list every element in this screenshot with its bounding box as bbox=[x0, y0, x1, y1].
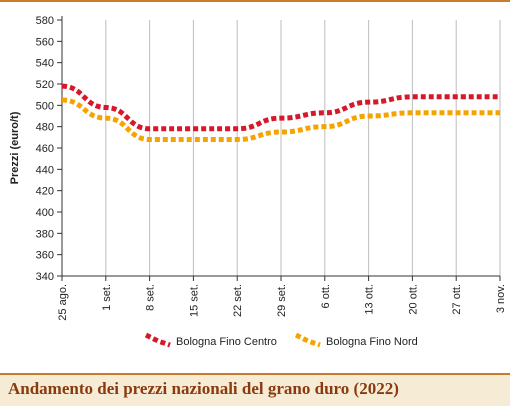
y-tick-label: 560 bbox=[36, 36, 54, 48]
x-tick-label: 29 set. bbox=[276, 284, 288, 317]
y-tick-label: 400 bbox=[36, 207, 54, 219]
y-tick-label: 500 bbox=[36, 100, 54, 112]
series-line-1 bbox=[61, 83, 500, 132]
x-tick-label: 20 ott. bbox=[407, 284, 419, 315]
y-tick-labels: 340 360 380 400 420 440 460 480 500 520 540 560 580 bbox=[36, 15, 54, 283]
x-tick-label: 1 set. bbox=[101, 284, 113, 311]
y-tick-label: 540 bbox=[36, 58, 54, 70]
y-tick-label: 520 bbox=[36, 79, 54, 91]
series-lines bbox=[61, 83, 500, 142]
x-tick-label: 13 ott. bbox=[364, 284, 376, 315]
y-tick-label: 480 bbox=[36, 122, 54, 134]
legend: Bologna Fino Centro Bologna Fino Nord bbox=[144, 332, 418, 348]
y-tick-label: 440 bbox=[36, 164, 54, 176]
legend-swatch-1 bbox=[144, 332, 171, 348]
line-chart: 340360380400420440460480500520540560580 … bbox=[0, 0, 510, 348]
x-tick-label: 8 set. bbox=[145, 284, 157, 311]
legend-label-2: Bologna Fino Nord bbox=[326, 336, 418, 348]
title-bar: Andamento dei prezzi nazionali del grano… bbox=[0, 373, 510, 406]
series-line-2 bbox=[61, 97, 500, 142]
x-tick-label: 3 nov. bbox=[495, 284, 507, 313]
y-tick-label: 580 bbox=[36, 15, 54, 27]
legend-label-1: Bologna Fino Centro bbox=[176, 336, 277, 348]
y-tick-label: 460 bbox=[36, 143, 54, 155]
x-tick-label: 15 set. bbox=[188, 284, 200, 317]
legend-swatch-2 bbox=[294, 332, 321, 348]
grid-lines bbox=[105, 20, 501, 276]
y-tick-label: 340 bbox=[36, 271, 54, 283]
chart-title: Andamento dei prezzi nazionali del grano… bbox=[8, 379, 399, 398]
x-tick-label: 27 ott. bbox=[451, 284, 463, 315]
x-tick-label: 6 ott. bbox=[320, 284, 332, 308]
x-tick-labels: 25 ago. 1 set. 8 set. 15 set. 22 set. 29 set.… bbox=[57, 284, 507, 321]
y-axis-title: Prezzi (euro/t) bbox=[9, 111, 21, 184]
x-tick-label: 22 set. bbox=[232, 284, 244, 317]
y-tick-label: 360 bbox=[36, 250, 54, 262]
x-tick-label: 25 ago. bbox=[57, 284, 69, 321]
axes bbox=[57, 16, 501, 281]
y-tick-label: 380 bbox=[36, 228, 54, 240]
y-tick-label: 420 bbox=[36, 186, 54, 198]
